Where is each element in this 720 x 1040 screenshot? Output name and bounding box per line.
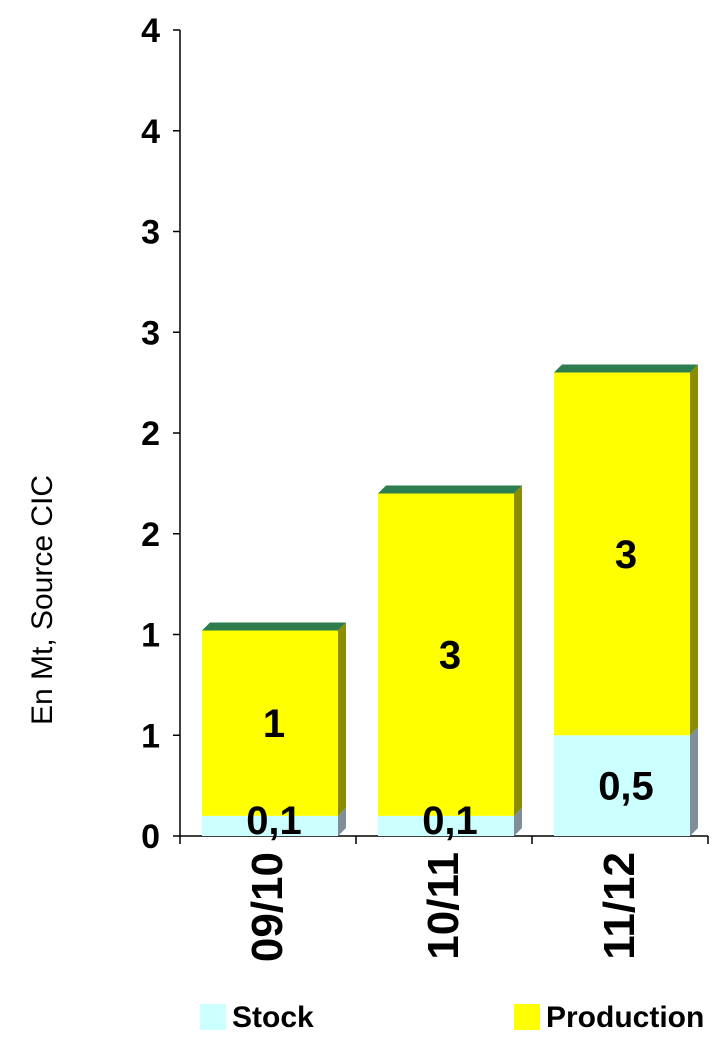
bar-production-0 bbox=[202, 630, 338, 816]
y-tick-label: 1 bbox=[141, 617, 160, 655]
bar-side-production-1 bbox=[514, 485, 522, 816]
bar-top-cap-1 bbox=[378, 485, 522, 494]
x-tick-label: 11/12 bbox=[595, 852, 644, 960]
data-label-stock-0: 0,1 bbox=[246, 799, 302, 843]
y-tick-label: 3 bbox=[141, 314, 160, 352]
bar-side-production-2 bbox=[690, 364, 698, 736]
x-tick-label: 10/11 bbox=[419, 852, 468, 960]
bar-production-1 bbox=[378, 493, 514, 816]
y-tick-label: 1 bbox=[141, 717, 160, 755]
bar-side-stock-1 bbox=[514, 807, 522, 836]
bars bbox=[202, 364, 698, 836]
y-tick-label: 2 bbox=[141, 516, 160, 554]
data-label-stock-1: 0,1 bbox=[422, 799, 478, 843]
legend: Stock Production bbox=[200, 1001, 704, 1034]
x-tick-label: 09/10 bbox=[243, 852, 292, 962]
bar-side-production-0 bbox=[338, 622, 346, 816]
legend-label-production: Production bbox=[546, 1001, 704, 1034]
y-tick-labels: 0 1 1 2 2 3 3 4 4 bbox=[141, 12, 180, 856]
legend-swatch-production bbox=[514, 1004, 540, 1030]
bar-top-cap-2 bbox=[554, 364, 698, 373]
bar-stock-0 bbox=[202, 815, 338, 836]
y-axis-label: En Mt, Source CIC bbox=[26, 475, 59, 725]
legend-swatch-stock bbox=[200, 1004, 226, 1030]
x-tick-labels: 09/10 10/11 11/12 bbox=[179, 836, 709, 962]
data-label-production-1: 3 bbox=[439, 634, 461, 678]
bar-stock-1 bbox=[378, 815, 514, 836]
bar-side-stock-0 bbox=[338, 807, 346, 836]
y-tick-label: 0 bbox=[141, 818, 160, 856]
legend-label-stock: Stock bbox=[232, 1001, 314, 1034]
bar-top-cap-0 bbox=[202, 622, 346, 631]
y-tick-label: 4 bbox=[141, 12, 160, 50]
data-labels: 0,1 1 0,1 3 0,5 3 bbox=[246, 533, 654, 843]
data-label-production-0: 1 bbox=[263, 702, 285, 746]
y-tick-label: 2 bbox=[141, 415, 160, 453]
data-label-stock-2: 0,5 bbox=[598, 765, 654, 809]
y-tick-label: 3 bbox=[141, 214, 160, 252]
bar-stock-2 bbox=[554, 735, 690, 836]
y-tick-label: 4 bbox=[141, 113, 160, 151]
bar-production-2 bbox=[554, 372, 690, 736]
data-label-production-2: 3 bbox=[615, 533, 637, 577]
bar-side-stock-2 bbox=[690, 727, 698, 836]
